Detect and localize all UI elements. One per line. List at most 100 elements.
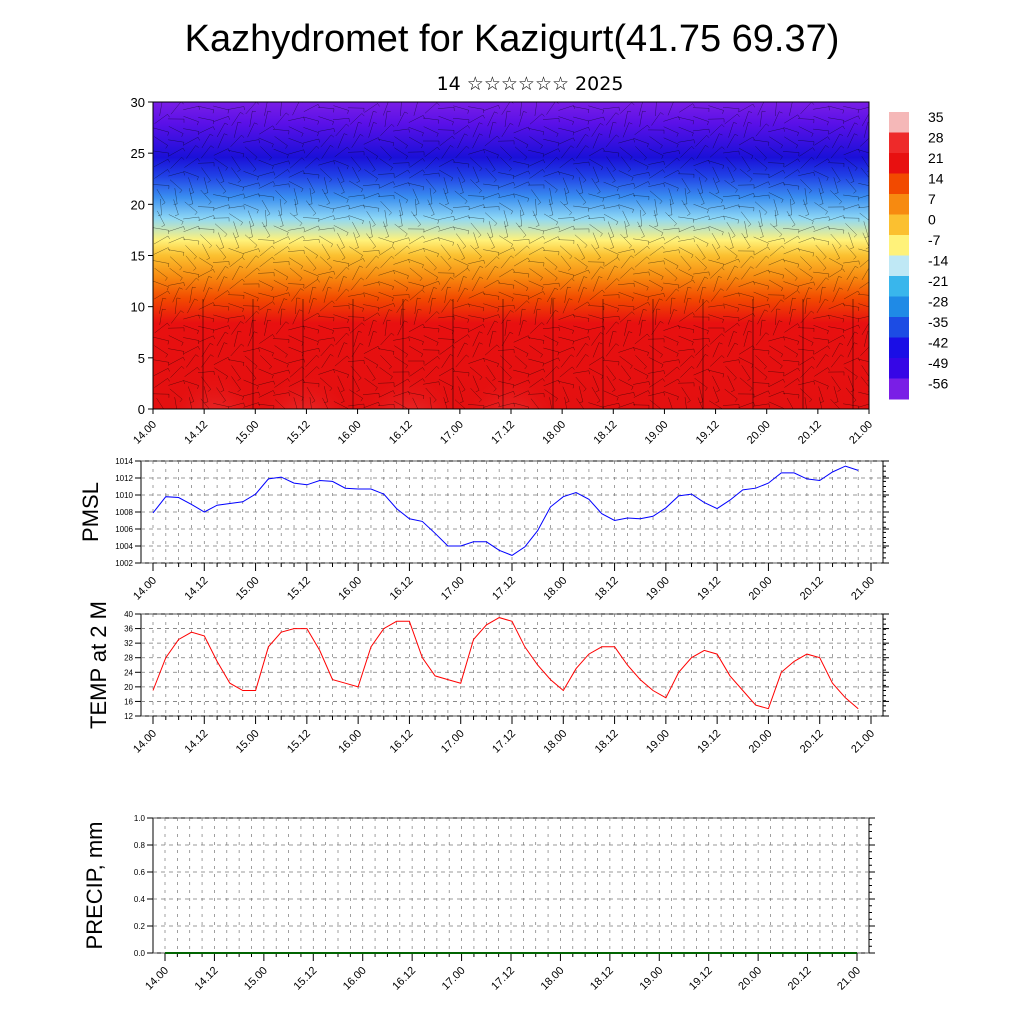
y-tick-label: 12 [124,712,133,721]
heatmap-y-tick-label: 10 [131,300,145,315]
precip-panel: 0.0 0.2 0.4 0.6 0.8 1.0 14.00 14.12 15.00 15.12 16… [82,814,875,993]
x-tick-label: 15.12 [285,728,313,756]
colorbar-swatch [889,194,909,215]
y-tick-label: 16 [124,697,133,706]
y-tick-label: 40 [124,610,133,619]
x-tick-label: 18.00 [541,575,569,603]
x-tick-label: 15.00 [234,575,262,603]
y-tick-label: 28 [124,654,133,663]
colorbar-swatch [889,378,909,400]
x-tick-label: 21.00 [849,575,877,603]
x-tick-label: 20.00 [736,965,764,993]
y-tick-label: 0.2 [134,922,146,931]
colorbar-label: 28 [928,130,944,146]
colorbar-swatch [889,358,909,379]
warm-anomaly-2 [360,314,460,409]
colorbar-label: 14 [928,171,944,187]
y-tick-label: 0.6 [134,868,146,877]
y-tick-label: 1012 [115,474,133,483]
heatmap-x-tick-label: 17.00 [438,419,466,447]
y-tick-label: 36 [124,625,133,634]
x-tick-label: 19.12 [695,575,723,603]
heatmap-x-tick-label: 19.12 [694,419,722,447]
heatmap-x-tick-label: 17.12 [489,419,517,447]
x-tick-label: 18.12 [593,728,621,756]
temp-panel-series-line [152,617,859,710]
heatmap-x-tick-label: 20.12 [796,419,824,447]
y-tick-label: 20 [124,683,133,692]
temperature-cross-section: 0 5 10 15 20 25 30 14.00 14.12 15.00 15.12 16.00 16.… [131,95,876,447]
colorbar-swatch [889,276,909,297]
y-tick-label: 0.8 [134,841,146,850]
y-tick-label: 1014 [115,457,133,466]
heatmap-x-tick-label: 16.00 [336,419,364,447]
warm-anomaly-0 [168,314,262,409]
colorbar-swatch [889,153,909,174]
y-tick-label: 1002 [115,559,133,568]
heatmap-y-tick-label: 30 [131,95,145,110]
colorbar-label: 0 [928,212,936,228]
x-tick-label: 15.12 [285,575,313,603]
wind-barbs [153,102,869,409]
heatmap-x-tick-label: 21.00 [847,419,875,447]
x-tick-label: 15.12 [291,965,319,993]
x-tick-label: 17.12 [490,728,518,756]
colorbar-legend: 35 28 21 14 7 0 -7 -14 -21 -28 -35 -42 -49 -56 [889,109,948,400]
heatmap-x-tick-label: 16.12 [387,419,415,447]
x-tick-label: 20.00 [747,575,775,603]
heatmap-y-tick-label: 25 [131,146,145,161]
colorbar-swatch [889,173,909,195]
x-tick-label: 20.00 [747,728,775,756]
colorbar-label: 21 [928,150,944,166]
x-tick-label: 21.00 [835,965,863,993]
colorbar-label: 35 [928,109,944,125]
x-tick-label: 17.00 [440,965,468,993]
heatmap-y-tick-label: 20 [131,197,145,212]
x-tick-label: 16.00 [341,965,369,993]
heatmap-x-tick-label: 14.00 [131,419,159,447]
colorbar-swatch [889,255,909,277]
x-tick-label: 18.00 [541,728,569,756]
chart-subtitle: 14 ☆☆☆☆☆☆ 2025 [436,73,624,95]
x-tick-label: 17.12 [490,575,518,603]
x-tick-label: 14.00 [131,728,159,756]
colorbar-label: -14 [928,253,948,269]
x-tick-label: 19.00 [644,575,672,603]
colorbar-label: 7 [928,191,936,207]
heatmap-x-tick-label: 14.12 [182,419,210,447]
x-tick-label: 18.00 [539,965,567,993]
y-tick-label: 32 [124,639,133,648]
colorbar-label: -7 [928,232,941,248]
pmsl-panel: 1002 1004 1006 1008 1010 1012 1014 14.00 14.12 15… [78,457,889,603]
heatmap-x-tick-label: 15.12 [285,419,313,447]
x-tick-label: 14.00 [131,575,159,603]
x-tick-label: 17.00 [439,728,467,756]
colorbar-label: -42 [928,335,948,351]
y-tick-label: 1010 [115,491,133,500]
y-tick-label: 24 [124,668,133,677]
x-tick-label: 16.12 [390,965,418,993]
x-tick-label: 15.00 [234,728,262,756]
x-tick-label: 20.12 [798,575,826,603]
colorbar-label: -49 [928,355,948,371]
y-tick-label: 1004 [115,542,133,551]
x-tick-label: 15.00 [242,965,270,993]
y-tick-label: 0.0 [134,949,146,958]
x-tick-label: 19.12 [687,965,715,993]
x-tick-label: 19.00 [637,965,665,993]
x-tick-label: 16.12 [388,728,416,756]
x-tick-label: 19.12 [695,728,723,756]
y-tick-label: 1006 [115,525,133,534]
warm-anomaly-3 [463,314,557,409]
x-tick-label: 20.12 [786,965,814,993]
colorbar-swatch [889,132,909,154]
heatmap-x-tick-label: 18.12 [591,419,619,447]
heatmap-y-tick-label: 0 [138,402,145,417]
x-tick-label: 17.00 [439,575,467,603]
x-tick-label: 14.12 [182,728,210,756]
x-tick-label: 21.00 [849,728,877,756]
heatmap-x-tick-label: 19.00 [643,419,671,447]
heatmap-x-tick-label: 20.00 [745,419,773,447]
x-tick-label: 19.00 [644,728,672,756]
colorbar-label: -56 [928,376,948,392]
